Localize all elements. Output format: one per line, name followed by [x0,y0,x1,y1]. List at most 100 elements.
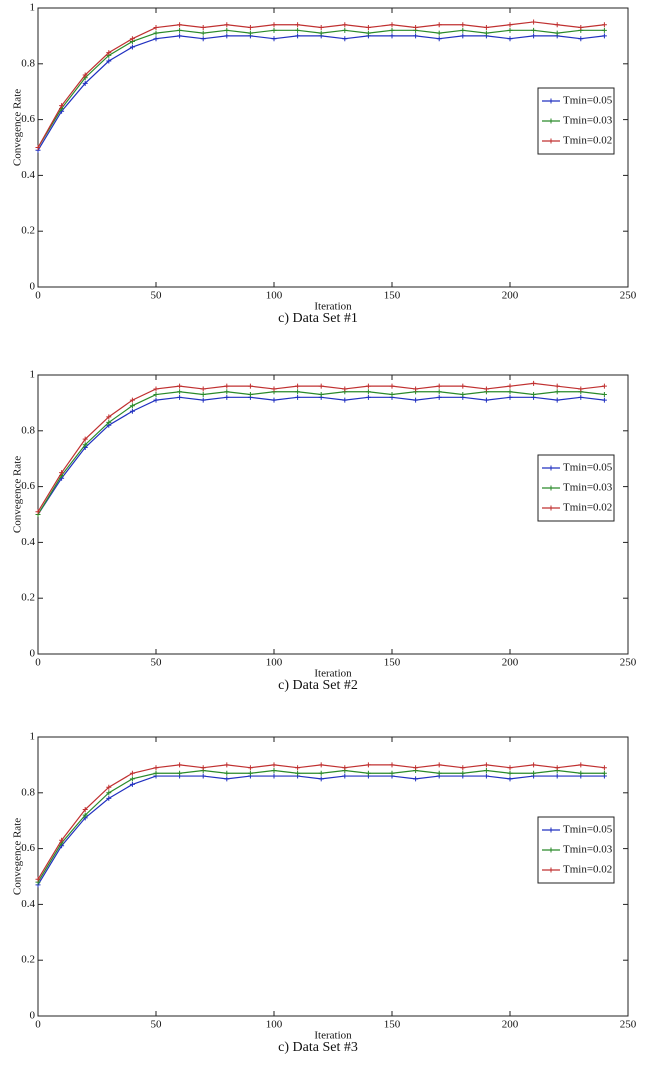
point-marker [271,397,277,403]
point-marker [59,837,65,843]
point-marker [389,383,395,389]
point-marker [436,30,442,36]
point-marker [224,22,230,28]
point-marker [601,770,607,776]
x-axis-label: Iteration [314,301,352,313]
point-marker [578,386,584,392]
point-marker [200,397,206,403]
point-marker [389,770,395,776]
point-marker [342,386,348,392]
y-tick-label: 0 [30,648,36,660]
point-marker [460,22,466,28]
point-marker [507,770,513,776]
point-marker [224,27,230,33]
point-marker [483,397,489,403]
x-tick-label: 150 [384,290,401,302]
point-marker [129,776,135,782]
legend-label: Tmin=0.03 [563,115,613,127]
point-marker [295,33,301,39]
point-marker [436,389,442,395]
point-marker [601,33,607,39]
point-marker [531,770,537,776]
y-axis-label: Convegence Rate [12,89,24,166]
y-tick-label: 0.6 [21,842,35,854]
point-marker [271,36,277,42]
point-marker [531,380,537,386]
point-marker [554,773,560,779]
point-marker [365,770,371,776]
point-marker [153,770,159,776]
point-marker [413,776,419,782]
x-tick-label: 100 [266,1019,283,1031]
point-marker [271,27,277,33]
point-marker [59,470,65,476]
point-marker [507,383,513,389]
point-marker [507,394,513,400]
y-tick-label: 0.4 [21,536,35,548]
point-marker [318,770,324,776]
point-marker [342,397,348,403]
point-marker [200,386,206,392]
point-marker [224,770,230,776]
point-marker [106,58,112,64]
point-marker [389,33,395,39]
point-marker [342,765,348,771]
point-marker [578,762,584,768]
x-tick-label: 200 [502,657,519,669]
point-marker [460,383,466,389]
point-marker [342,773,348,779]
point-marker [413,386,419,392]
legend-label: Tmin=0.05 [563,462,613,474]
point-marker [200,25,206,31]
point-marker [129,770,135,776]
x-axis-label: Iteration [314,668,352,680]
point-marker [271,773,277,779]
point-marker [318,30,324,36]
point-marker [177,389,183,395]
caption: c) Data Set #1 [278,311,358,326]
series-line [37,769,605,883]
point-marker [578,25,584,31]
point-marker [295,394,301,400]
x-tick-label: 100 [266,290,283,302]
point-marker [153,392,159,398]
point-marker [531,33,537,39]
point-marker [35,145,41,150]
point-marker [106,784,112,790]
point-marker [342,27,348,33]
x-tick-label: 250 [620,657,637,669]
point-marker [601,383,607,389]
point-marker [177,27,183,33]
point-marker [271,386,277,392]
series-line [37,21,605,148]
point-marker [413,765,419,771]
point-marker [531,27,537,33]
y-tick-label: 1 [30,369,36,381]
point-marker [554,22,560,28]
point-marker [436,383,442,389]
point-marker [224,776,230,782]
point-marker [389,762,395,768]
point-marker [531,19,537,25]
point-marker [200,765,206,771]
point-marker [224,394,230,400]
legend-marker [548,465,554,471]
point-marker [460,27,466,33]
point-marker [106,414,112,420]
legend-marker [548,118,554,124]
point-marker [295,765,301,771]
point-marker [129,36,135,42]
series-line [37,35,605,151]
point-marker [153,36,159,42]
legend-label: Tmin=0.02 [563,135,612,147]
y-tick-label: 0.2 [21,954,35,966]
point-marker [129,44,135,50]
point-marker [413,397,419,403]
legend-label: Tmin=0.02 [563,864,612,876]
point-marker [200,773,206,779]
point-marker [295,770,301,776]
point-marker [224,389,230,395]
y-tick-label: 0 [30,1010,36,1022]
